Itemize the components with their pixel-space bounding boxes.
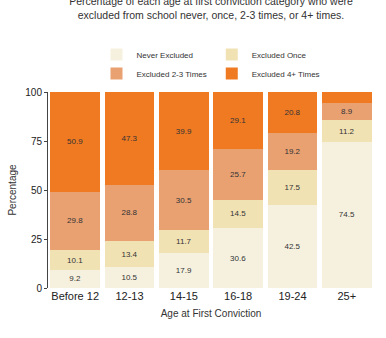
svg-text:Age at First Conviction: Age at First Conviction xyxy=(161,308,262,319)
svg-text:47.3: 47.3 xyxy=(121,134,137,143)
svg-text:Percentage: Percentage xyxy=(7,164,18,216)
svg-text:17.9: 17.9 xyxy=(176,266,192,275)
svg-text:20.8: 20.8 xyxy=(284,108,300,117)
svg-text:10.1: 10.1 xyxy=(67,256,83,265)
svg-text:Percentage of each age at firs: Percentage of each age at first convicti… xyxy=(69,0,353,21)
svg-text:39.9: 39.9 xyxy=(176,127,192,136)
svg-text:75: 75 xyxy=(31,136,43,147)
svg-text:8.9: 8.9 xyxy=(341,107,353,116)
svg-text:25: 25 xyxy=(31,234,43,245)
svg-text:25+: 25+ xyxy=(337,290,356,302)
svg-text:Excluded Once: Excluded Once xyxy=(252,51,307,60)
svg-text:14.5: 14.5 xyxy=(230,209,246,218)
svg-text:30.5: 30.5 xyxy=(176,196,192,205)
svg-text:0: 0 xyxy=(36,283,42,294)
svg-text:10.5: 10.5 xyxy=(121,273,137,282)
svg-text:25.7: 25.7 xyxy=(230,170,246,179)
svg-text:30.6: 30.6 xyxy=(230,254,246,263)
svg-text:50: 50 xyxy=(31,185,43,196)
svg-text:29.1: 29.1 xyxy=(230,116,246,125)
svg-text:29.8: 29.8 xyxy=(67,216,83,225)
svg-text:9.2: 9.2 xyxy=(69,274,81,283)
svg-text:11.2: 11.2 xyxy=(339,127,355,136)
svg-text:16-18: 16-18 xyxy=(224,290,252,302)
svg-text:17.5: 17.5 xyxy=(284,183,300,192)
svg-text:28.8: 28.8 xyxy=(121,208,137,217)
svg-text:Never Excluded: Never Excluded xyxy=(137,51,193,60)
svg-text:Excluded 2-3 Times: Excluded 2-3 Times xyxy=(137,70,207,79)
svg-text:12-13: 12-13 xyxy=(115,290,143,302)
svg-text:19.2: 19.2 xyxy=(284,147,300,156)
svg-text:11.7: 11.7 xyxy=(176,237,192,246)
svg-text:42.5: 42.5 xyxy=(284,242,300,251)
svg-text:13.4: 13.4 xyxy=(121,250,137,259)
svg-text:74.5: 74.5 xyxy=(339,210,355,219)
svg-text:50.9: 50.9 xyxy=(67,137,83,146)
svg-text:Before 12: Before 12 xyxy=(51,290,99,302)
svg-text:Excluded 4+ Times: Excluded 4+ Times xyxy=(252,70,320,79)
svg-text:14-15: 14-15 xyxy=(170,290,198,302)
svg-text:100: 100 xyxy=(25,87,42,98)
svg-text:19-24: 19-24 xyxy=(278,290,306,302)
